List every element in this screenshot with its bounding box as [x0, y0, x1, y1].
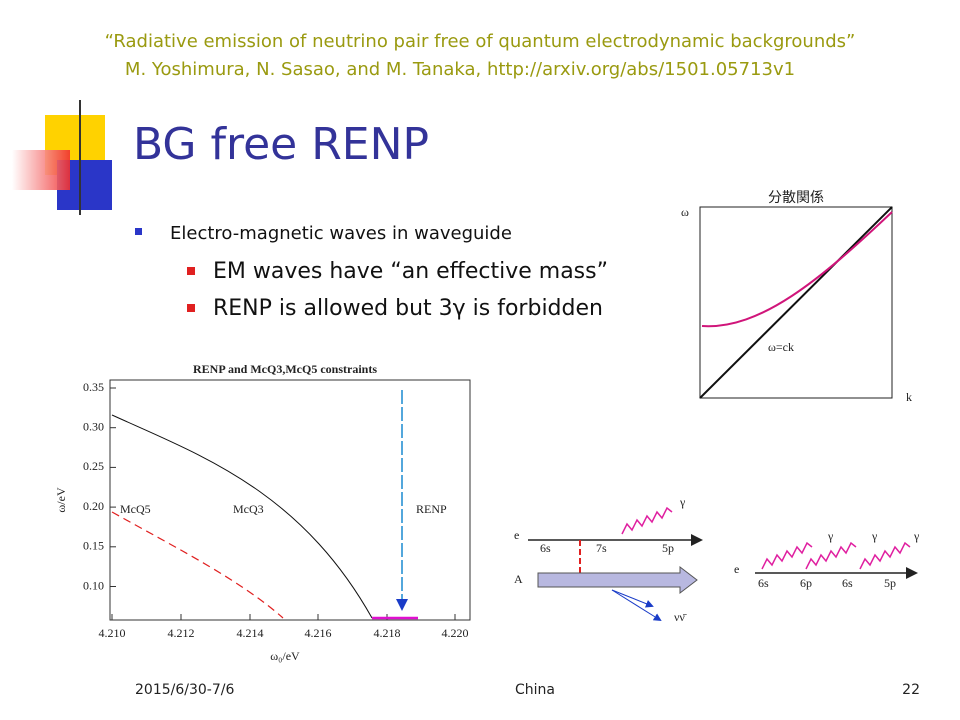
diagram-left: e 6s 7s 5p A γ νν̄: [514, 495, 703, 624]
y-tick-label: 0.30: [83, 419, 104, 433]
x-axis-label: ω₀/eV: [270, 649, 300, 663]
curve-label: RENP: [416, 502, 447, 516]
bullet-text: Electro-magnetic waves in waveguide: [170, 223, 512, 244]
level-label: 7s: [596, 541, 607, 555]
bullet-text: EM waves have “an effective mass”: [213, 259, 608, 284]
dispersion-title: 分散関係: [768, 190, 824, 206]
bullet: [187, 267, 195, 275]
dispersion-plot: 分散関係 ω k ω=ck: [681, 190, 912, 404]
footer-page: 22: [902, 682, 920, 698]
level-label: 5p: [884, 576, 896, 590]
x-axis-label: k: [906, 390, 912, 404]
y-tick-label: 0.10: [83, 578, 104, 592]
y-tick-label: 0.15: [83, 539, 104, 553]
bullet: [135, 228, 142, 235]
x-tick-label: 4.218: [374, 626, 401, 640]
x-tick-label: 4.212: [168, 626, 195, 640]
logo: [12, 100, 665, 215]
footer-place: China: [515, 682, 555, 698]
level-label: 6s: [842, 576, 853, 590]
photon-label: γ: [827, 529, 834, 543]
level-label: 6p: [800, 576, 812, 590]
footer-date: 2015/6/30-7/6: [135, 682, 234, 698]
diagram-right: e 6s 6p 6s 5p γ γ γ: [734, 529, 920, 590]
level-label: 5p: [662, 541, 674, 555]
neutrino-label: νν̄: [674, 610, 687, 624]
field-label: A: [514, 572, 523, 586]
x-tick-label: 4.214: [237, 626, 264, 640]
bullet-text: RENP is allowed but 3γ is forbidden: [213, 296, 603, 321]
x-tick-label: 4.220: [442, 626, 469, 640]
photon-label: γ: [871, 529, 878, 543]
y-tick-label: 0.25: [83, 459, 104, 473]
y-axis-label: ω: [681, 205, 689, 219]
y-tick-label: 0.35: [83, 380, 104, 394]
curve-label: McQ5: [120, 502, 151, 516]
line-label: ω=ck: [768, 340, 794, 354]
plot-title: RENP and McQ3,McQ5 constraints: [193, 362, 377, 376]
photon-label: γ: [679, 495, 686, 509]
y-tick-label: 0.20: [83, 499, 104, 513]
curve-label: McQ3: [233, 502, 264, 516]
constraints-plot: RENP and McQ3,McQ5 constraints 4.210 4.21…: [54, 362, 471, 663]
level-label: 6s: [758, 576, 769, 590]
citation-authors: M. Yoshimura, N. Sasao, and M. Tanaka, h…: [125, 59, 795, 80]
level-label: 6s: [540, 541, 551, 555]
electron-label: e: [514, 528, 519, 542]
x-tick-label: 4.216: [305, 626, 332, 640]
electron-label: e: [734, 562, 739, 576]
y-axis-label: ω/eV: [54, 487, 68, 513]
x-tick-label: 4.210: [99, 626, 126, 640]
bullet: [187, 304, 195, 312]
citation-title: “Radiative emission of neutrino pair fre…: [105, 31, 856, 52]
slide-title: BG free RENP: [133, 119, 429, 170]
photon-label: γ: [913, 529, 920, 543]
